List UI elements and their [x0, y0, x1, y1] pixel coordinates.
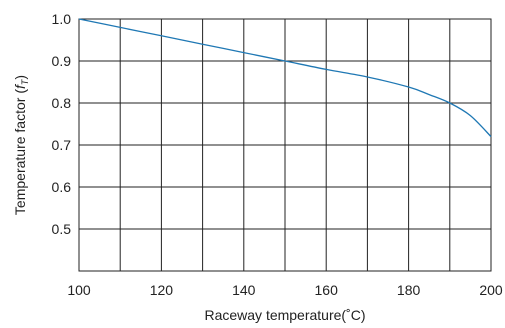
x-tick-label-0: 100: [67, 282, 91, 298]
y-tick-label-4: 0.8: [52, 95, 72, 111]
x-tick-label-8: 180: [397, 282, 421, 298]
y-tick-label-5: 0.9: [52, 53, 72, 69]
series-group: [78, 18, 492, 138]
y-axis-label: Temperature factor (fT): [12, 75, 30, 215]
x-tick-labels: 100 120 140 160 180 200: [67, 282, 503, 298]
y-tick-labels: 0.5 0.6 0.7 0.8 0.9 1.0: [52, 11, 72, 237]
x-tick-label-2: 120: [150, 282, 174, 298]
y-tick-label-1: 0.5: [52, 221, 72, 237]
plot-frame: [78, 18, 492, 272]
y-tick-label-6: 1.0: [52, 11, 72, 27]
y-axis-label-close: ): [12, 75, 28, 80]
y-axis-label-symbol: f: [12, 83, 28, 89]
y-axis-label-subscript: T: [20, 78, 30, 85]
y-tick-label-2: 0.6: [52, 179, 72, 195]
x-tick-label-4: 140: [232, 282, 256, 298]
y-tick-label-3: 0.7: [52, 137, 72, 153]
y-axis-label-text: Temperature factor (: [12, 89, 28, 215]
x-axis-label: Raceway temperature(˚C): [204, 307, 365, 323]
x-tick-label-6: 160: [315, 282, 339, 298]
series-line-0: [78, 18, 492, 138]
x-tick-label-10: 200: [479, 282, 503, 298]
